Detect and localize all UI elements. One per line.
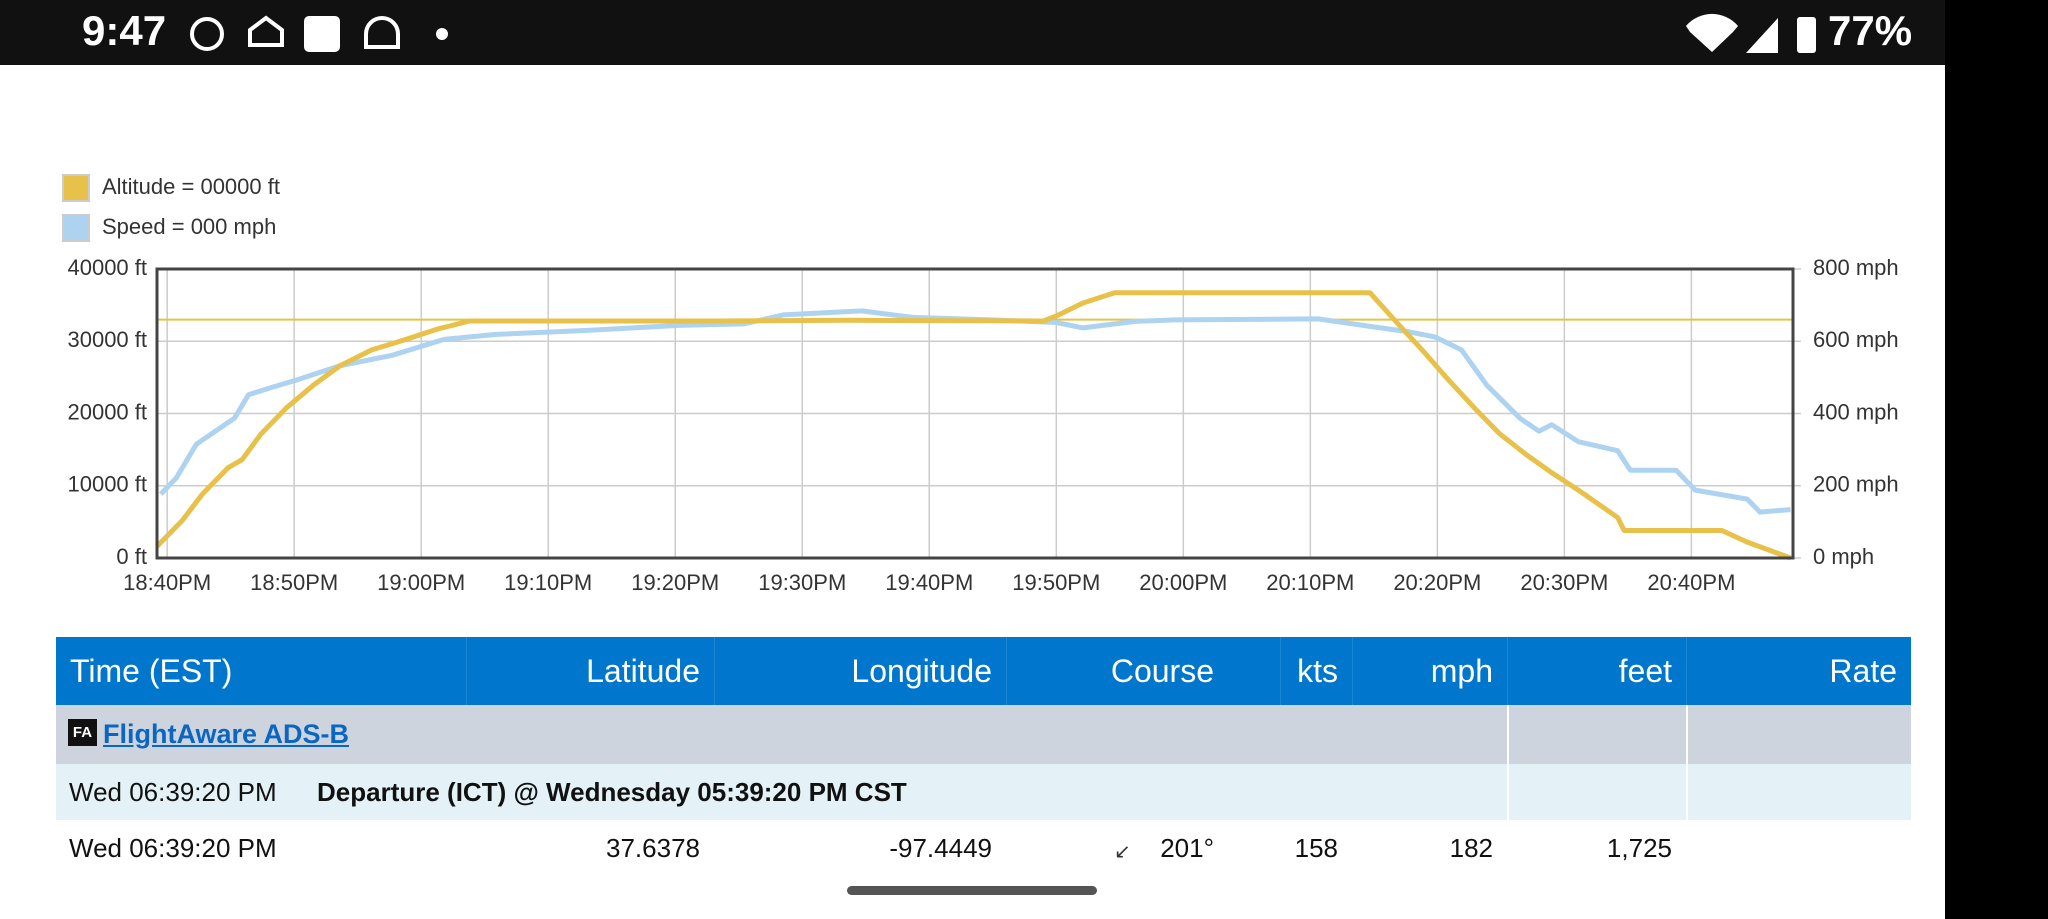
source-row — [56, 705, 1911, 764]
y-tick-label: 20000 ft — [67, 399, 147, 424]
table-cell: 201° — [1160, 833, 1214, 862]
x-tick-label: 20:20PM — [1393, 570, 1481, 595]
x-tick-label: 19:00PM — [377, 570, 465, 595]
legend-label: Speed = 000 mph — [102, 214, 276, 239]
clock: 9:47 — [82, 7, 166, 54]
y2-tick-label: 800 mph — [1813, 255, 1899, 280]
column-divider — [1006, 637, 1007, 705]
source-icon: FA — [68, 719, 97, 746]
column-header: Rate — [1829, 653, 1897, 689]
legend-label: Altitude = 00000 ft — [102, 174, 280, 199]
x-tick-label: 19:20PM — [631, 570, 719, 595]
dot — [436, 28, 448, 40]
notification-icons — [190, 15, 400, 52]
header-row — [56, 637, 1911, 705]
departure-row — [56, 764, 1911, 820]
x-tick-label: 19:30PM — [758, 570, 846, 595]
y2-tick-label: 0 mph — [1813, 544, 1874, 569]
table-cell: 1,725 — [1606, 833, 1672, 862]
x-tick-label: 19:40PM — [885, 570, 973, 595]
column-divider — [1352, 637, 1353, 705]
column-header: mph — [1430, 653, 1493, 689]
column-divider — [1507, 637, 1508, 705]
column-divider — [1686, 637, 1687, 705]
course-arrow: ↙ — [1114, 841, 1131, 862]
wifi-icon — [1686, 13, 1738, 53]
source-link[interactable]: FlightAware ADS-B — [103, 719, 350, 749]
column-header: feet — [1618, 653, 1672, 689]
x-tick-label: 18:50PM — [250, 570, 338, 595]
column-header: kts — [1297, 653, 1338, 689]
table-cell: -97.4449 — [889, 833, 992, 862]
signal-icon — [1746, 18, 1778, 53]
screen: 9:47 77% 0 ft 10000 ft 20000 ft 30000 ft 400… — [0, 0, 1945, 919]
table-cell: 158 — [1294, 833, 1338, 862]
data-table: Time (EST) Latitude Longitude Course kts mph f… — [56, 637, 1911, 862]
x-tick-label: 20:40PM — [1647, 570, 1735, 595]
series-line — [155, 290, 1792, 561]
battery-level: 77% — [1828, 7, 1912, 54]
column-header: Longitude — [851, 653, 992, 689]
column-header: Time (EST) — [70, 653, 233, 689]
departure-text: Departure (ICT) @ Wednesday 05:39:20 PM … — [317, 777, 907, 807]
y-tick-label: 10000 ft — [67, 472, 147, 497]
y2-tick-label: 200 mph — [1813, 472, 1899, 497]
table-cell: Wed 06:39:20 PM — [69, 833, 277, 862]
y2-tick-label: 600 mph — [1813, 327, 1899, 352]
x-tick-label: 19:10PM — [504, 570, 592, 595]
y2-tick-label: 400 mph — [1813, 399, 1899, 424]
legend-swatch — [62, 174, 90, 202]
x-tick-label: 20:30PM — [1520, 570, 1608, 595]
status-bar: 9:47 77% — [0, 0, 1945, 65]
x-tick-label: 20:10PM — [1266, 570, 1354, 595]
column-divider — [1686, 705, 1688, 820]
battery-icon — [1797, 17, 1816, 53]
legend-swatch — [62, 214, 90, 242]
y-tick-label: 40000 ft — [67, 255, 147, 280]
departure-time: Wed 06:39:20 PM — [69, 777, 277, 807]
table-cell: 37.6378 — [606, 833, 700, 862]
nav-handle — [847, 886, 1097, 895]
y-tick-label: 0 ft — [116, 544, 147, 569]
column-header: Course — [1110, 653, 1214, 689]
y-tick-label: 30000 ft — [67, 327, 147, 352]
x-tick-label: 19:50PM — [1012, 570, 1100, 595]
column-divider — [1507, 705, 1509, 820]
chart: 0 ft 10000 ft 20000 ft 30000 ft 40000 ft 0 mp… — [62, 174, 1899, 595]
x-tick-label: 20:00PM — [1139, 570, 1227, 595]
column-divider — [714, 637, 715, 705]
column-header: Latitude — [586, 653, 700, 689]
series-line — [158, 308, 1791, 515]
plot-border — [155, 267, 1795, 560]
table-cell: 182 — [1449, 833, 1493, 862]
x-tick-label: 18:40PM — [123, 570, 211, 595]
column-divider — [466, 637, 467, 705]
column-divider — [1280, 637, 1281, 705]
